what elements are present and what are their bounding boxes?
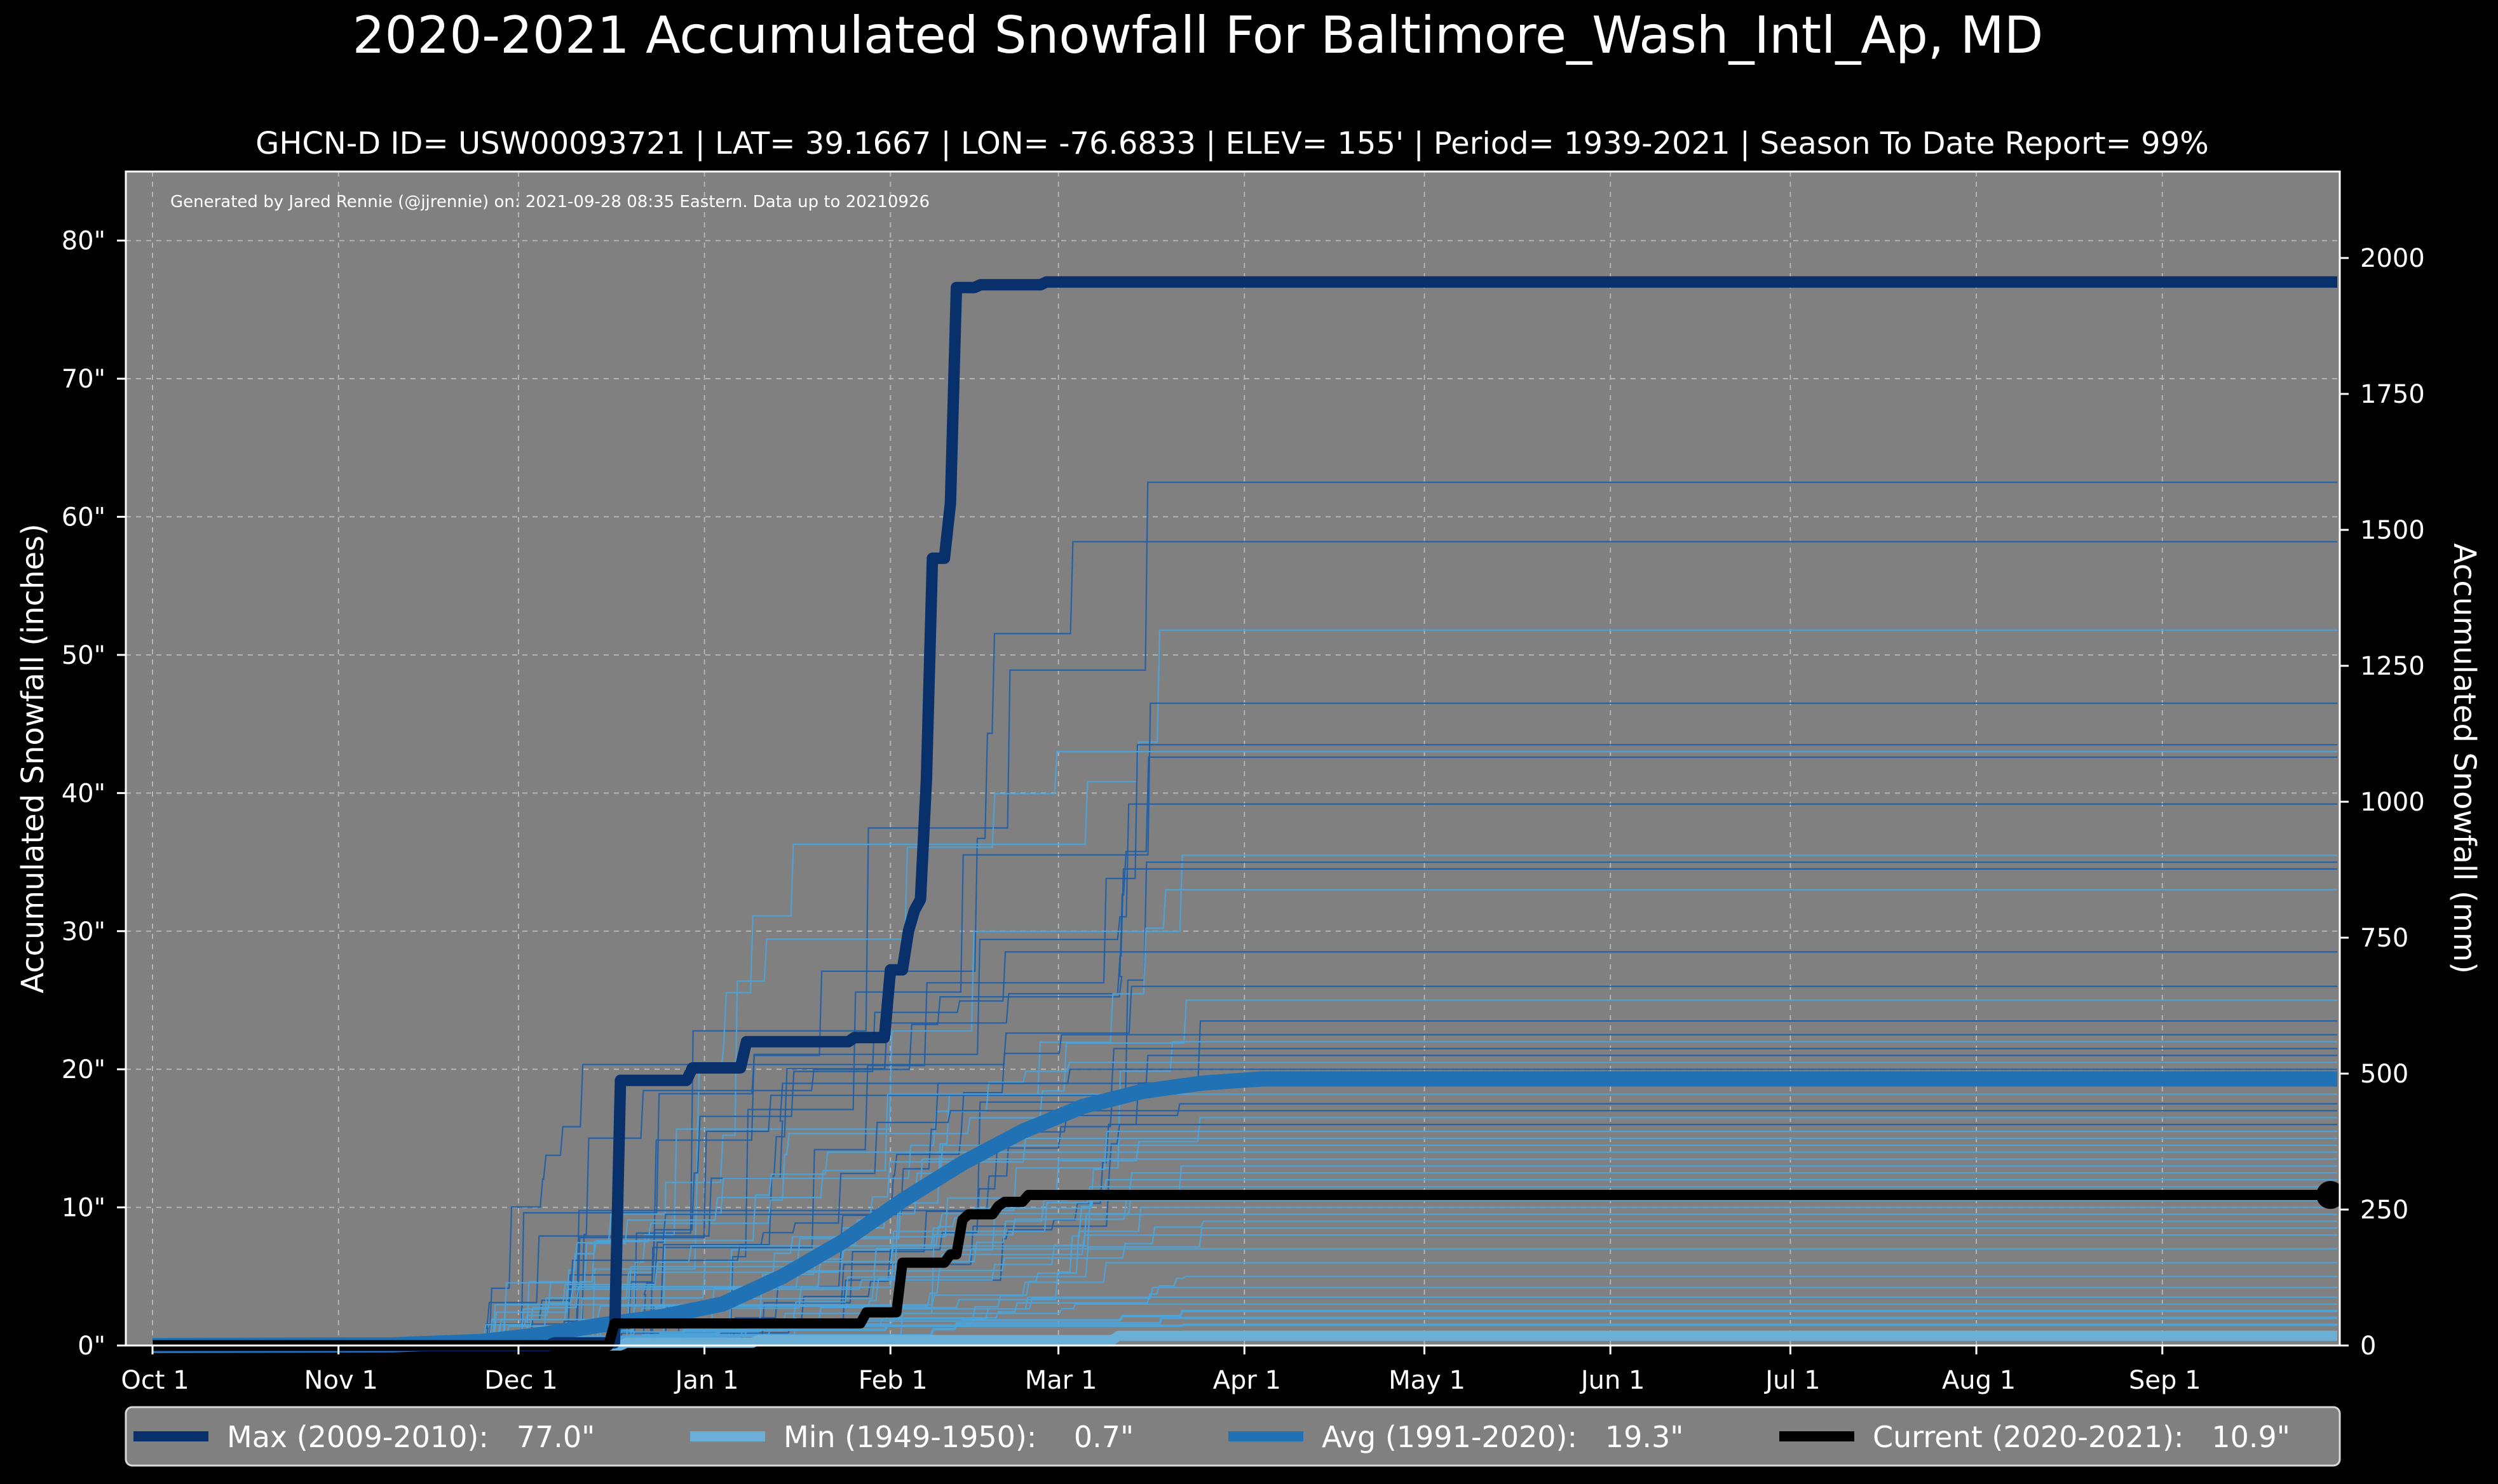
historical-season-line [153, 868, 2337, 1347]
historical-season-line [153, 1069, 2337, 1347]
historical-season-line [153, 1103, 2337, 1347]
x-tick-label: Feb 1 [859, 1366, 928, 1395]
y-tick-label: 30" [62, 917, 105, 947]
legend-label-max: Max (2009-2010): 77.0" [227, 1420, 595, 1454]
historical-season-line [153, 1262, 2337, 1347]
historical-season-line [153, 751, 2337, 1347]
legend: Max (2009-2010): 77.0" Min (1949-1950): … [125, 1406, 2341, 1467]
x-tick-label: Jan 1 [674, 1366, 739, 1395]
y-right-tick-label: 0 [2360, 1332, 2376, 1361]
x-tick-label: Apr 1 [1213, 1366, 1281, 1395]
y-tick-label: 10" [62, 1194, 105, 1223]
y-tick-label: 20" [62, 1055, 105, 1084]
y-right-tick-label: 1500 [2360, 516, 2425, 545]
series-line-avg [152, 1071, 2337, 1353]
legend-entry-min: Min (1949-1950): 0.7" [690, 1420, 1134, 1454]
y-tick-label: 70" [62, 365, 105, 394]
historical-season-line [153, 1276, 2337, 1347]
y-axis-left: 0" 10" 20" 30" 40" 50" 60" 70" 80" [62, 227, 126, 1361]
y-tick-label: 50" [62, 641, 105, 670]
historical-season-line [153, 702, 2337, 1347]
x-tick-label: Jul 1 [1763, 1366, 1820, 1395]
x-tick-label: Oct 1 [121, 1366, 189, 1395]
historical-season-line [153, 756, 2337, 1347]
credit-text: Generated by Jared Rennie (@jjrennie) on… [170, 192, 930, 212]
y-tick-label: 0" [78, 1332, 105, 1361]
legend-entry-avg: Avg (1991-2020): 19.3" [1228, 1420, 1683, 1454]
chart-subtitle: GHCN-D ID= USW00093721 | LAT= 39.1667 | … [255, 126, 2209, 161]
x-tick-label: Sep 1 [2129, 1366, 2201, 1395]
x-tick-label: Mar 1 [1025, 1366, 1097, 1395]
y-right-tick-label: 250 [2360, 1196, 2408, 1225]
y-axis-right: 0 250 500 750 1000 1250 1500 1750 2000 [2340, 244, 2425, 1361]
current-end-marker [2316, 1181, 2345, 1210]
historical-season-line [153, 1192, 2337, 1347]
historical-season-line [153, 482, 2337, 1347]
x-tick-label: Aug 1 [1942, 1366, 2016, 1395]
x-axis: Oct 1 Nov 1 Dec 1 Jan 1 Feb 1 Mar 1 Apr 1 May 1… [121, 1346, 2201, 1395]
legend-label-min: Min (1949-1950): 0.7" [784, 1420, 1134, 1454]
chart-title: 2020-2021 Accumulated Snowfall For Balti… [353, 6, 2044, 65]
y-right-tick-label: 1000 [2360, 788, 2425, 817]
historical-season-line [153, 1110, 2337, 1347]
series-line-current [153, 1190, 2331, 1351]
plot-area [126, 172, 2340, 1346]
historical-season-line [153, 1041, 2337, 1347]
legend-entry-max: Max (2009-2010): 77.0" [133, 1420, 595, 1454]
historical-season-line [153, 889, 2337, 1347]
y-axis-right-label: Accumulated Snowfall (mm) [2447, 543, 2482, 974]
series-line-max [153, 276, 2337, 1351]
y-right-tick-label: 500 [2360, 1060, 2408, 1089]
y-tick-label: 60" [62, 503, 105, 532]
historical-season-line [153, 1151, 2337, 1347]
historical-season-line [153, 999, 2337, 1347]
legend-entry-current: Current (2020-2021): 10.9" [1779, 1420, 2290, 1454]
x-tick-label: May 1 [1388, 1366, 1465, 1395]
legend-label-avg: Avg (1991-2020): 19.3" [1322, 1420, 1683, 1454]
y-right-tick-label: 1250 [2360, 652, 2425, 681]
historical-seasons [153, 482, 2337, 1347]
historical-season-line [153, 1213, 2337, 1347]
plot-frame [125, 170, 2341, 1347]
x-tick-label: Jun 1 [1579, 1366, 1645, 1395]
legend-label-current: Current (2020-2021): 10.9" [1873, 1420, 2290, 1454]
historical-season-line [153, 1199, 2337, 1347]
x-tick-label: Nov 1 [304, 1366, 378, 1395]
y-tick-label: 80" [62, 227, 105, 256]
historical-season-line [153, 744, 2337, 1347]
y-tick-label: 40" [62, 779, 105, 808]
y-right-tick-label: 750 [2360, 924, 2408, 953]
y-axis-left-label: Accumulated Snowfall (inches) [15, 523, 51, 994]
y-right-tick-label: 2000 [2360, 244, 2425, 273]
y-right-tick-label: 1750 [2360, 380, 2425, 409]
x-tick-label: Dec 1 [484, 1366, 558, 1395]
